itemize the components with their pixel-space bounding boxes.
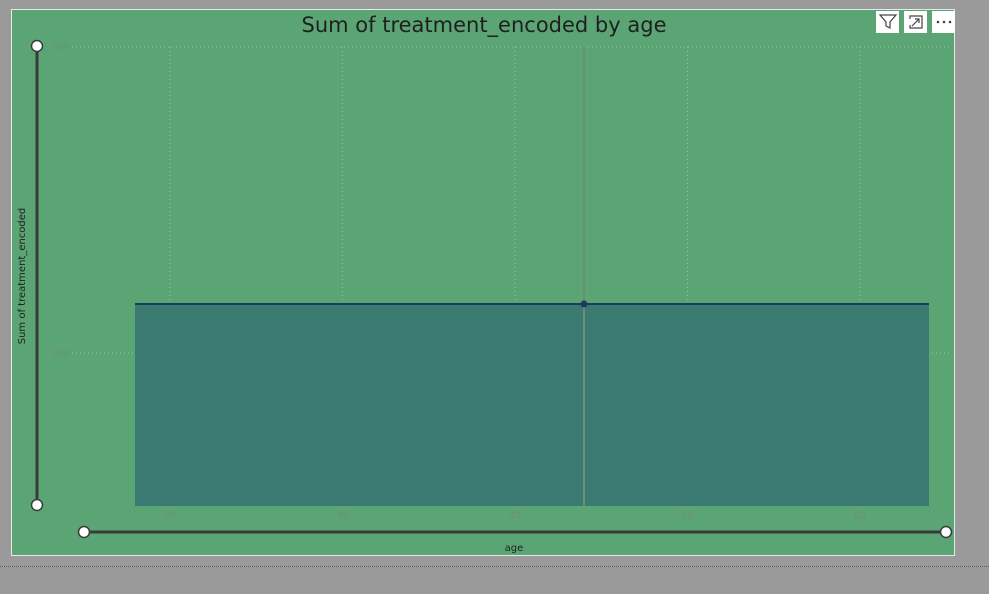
filter-icon[interactable]	[876, 11, 899, 33]
chart-plot-area: 200 300 20 30 40 50 60 age Sum of treatment_en…	[17, 39, 953, 554]
x-tick-label: 40	[509, 511, 521, 521]
x-axis-title: age	[505, 543, 524, 554]
y-zoom-slider-handle-bottom[interactable]	[30, 498, 44, 512]
canvas-divider	[0, 566, 989, 567]
area-fill	[135, 304, 929, 506]
tick-labels: 200 300 20 30 40 50 60	[52, 43, 866, 521]
zoom-sliders	[30, 39, 953, 539]
x-zoom-slider-handle-left[interactable]	[77, 525, 91, 539]
x-zoom-slider-handle-right[interactable]	[939, 525, 953, 539]
x-tick-label: 50	[682, 511, 694, 521]
focus-mode-icon[interactable]	[904, 11, 927, 33]
x-tick-label: 60	[854, 511, 866, 521]
y-zoom-slider-handle-top[interactable]	[30, 39, 44, 53]
chart-visual[interactable]: Sum of treatment_encoded by age 200 300 20…	[11, 9, 955, 556]
series-area	[135, 47, 929, 506]
y-tick-label: 200	[52, 349, 69, 359]
y-axis-title: Sum of treatment_encoded	[17, 208, 28, 345]
x-tick-label: 20	[164, 511, 176, 521]
x-tick-label: 30	[337, 511, 349, 521]
y-tick-label: 300	[52, 43, 69, 53]
data-point	[580, 300, 588, 308]
more-options-icon[interactable]	[932, 11, 955, 33]
chart-title: Sum of treatment_encoded by age	[301, 13, 667, 37]
